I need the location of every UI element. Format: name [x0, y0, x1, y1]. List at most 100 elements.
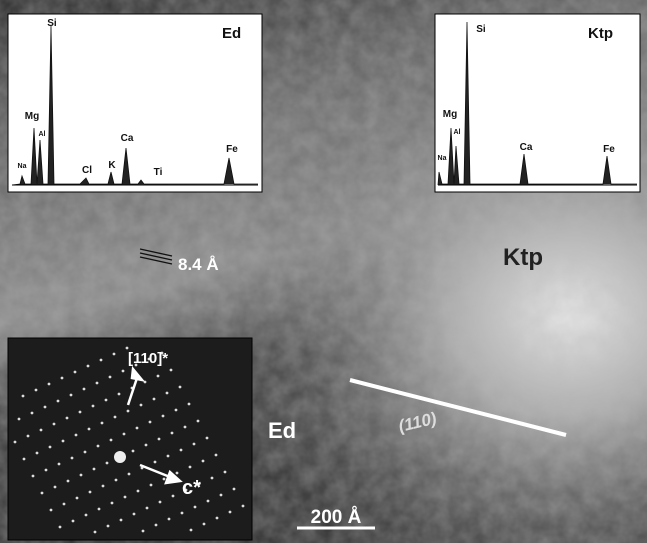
direction-label: [110]*: [128, 350, 168, 367]
diffraction-spot: [84, 451, 87, 454]
peak-label: K: [108, 160, 116, 171]
diffraction-spot: [224, 471, 227, 474]
diffraction-spot: [140, 404, 143, 407]
diffraction-spot: [150, 484, 153, 487]
diffraction-spot: [163, 478, 166, 481]
diffraction-spot: [162, 415, 165, 418]
diffraction-spot: [167, 455, 170, 458]
peak-label: Si: [47, 18, 57, 29]
diffraction-spot: [87, 365, 90, 368]
diffraction-spot: [53, 423, 56, 426]
diffraction-spot: [58, 463, 61, 466]
diffraction-spot: [49, 446, 52, 449]
diffraction-spot: [179, 386, 182, 389]
diffraction-spot: [75, 434, 78, 437]
diffraction-spot: [207, 500, 210, 503]
diffraction-spot: [193, 443, 196, 446]
diffraction-spot: [157, 375, 160, 378]
diffraction-spot: [40, 429, 43, 432]
diffraction-spot: [105, 399, 108, 402]
diffraction-spot: [153, 398, 156, 401]
diffraction-spot: [123, 433, 126, 436]
diffraction-spot: [22, 395, 25, 398]
diffraction-spot: [45, 469, 48, 472]
diffraction-spot: [206, 437, 209, 440]
diffraction-spot: [76, 497, 79, 500]
diffraction-spot: [133, 513, 136, 516]
diffraction-spot: [36, 452, 39, 455]
diffraction-spot: [122, 370, 125, 373]
diffraction-spot: [89, 491, 92, 494]
peak-label: Mg: [443, 109, 457, 120]
peak-label: Na: [438, 155, 447, 162]
diffraction-spot: [220, 494, 223, 497]
diffraction-spot: [31, 412, 34, 415]
diffraction-spot: [229, 511, 232, 514]
peak-label: Na: [18, 163, 27, 170]
diffraction-spot: [71, 457, 74, 460]
diffraction-spot: [92, 405, 95, 408]
diffraction-spot: [70, 394, 73, 397]
diffraction-spot: [159, 501, 162, 504]
diffraction-spot: [172, 495, 175, 498]
diffraction-spot: [63, 503, 66, 506]
diffraction-spot: [23, 458, 26, 461]
diffraction-spot: [79, 411, 82, 414]
diffraction-spot: [94, 531, 97, 534]
inset-label: Ed: [222, 25, 241, 42]
direction-label: c*: [182, 477, 201, 499]
peak-label: Cl: [82, 165, 92, 176]
diffraction-inset: [8, 338, 252, 540]
diffraction-spot: [66, 417, 69, 420]
diffraction-spot: [80, 474, 83, 477]
diffraction-spot: [35, 389, 38, 392]
diffraction-spot: [44, 406, 47, 409]
fringe-label: 8.4 Å: [178, 255, 219, 274]
diffraction-spot: [57, 400, 60, 403]
diffraction-spot: [175, 409, 178, 412]
diffraction-spot: [18, 418, 21, 421]
peak-label: Fe: [603, 144, 615, 155]
diffraction-spot: [50, 509, 53, 512]
diffraction-spot: [67, 480, 70, 483]
diffraction-spot: [149, 421, 152, 424]
diffraction-spot: [132, 450, 135, 453]
peak-label: Si: [476, 24, 486, 35]
diffraction-spot: [171, 432, 174, 435]
diffraction-spot: [93, 468, 96, 471]
diffraction-spot: [242, 505, 245, 508]
diffraction-spot: [127, 410, 130, 413]
diffraction-spot: [168, 518, 171, 521]
peak-label: Al: [39, 131, 46, 138]
diffraction-spot: [181, 512, 184, 515]
diffraction-spot: [54, 486, 57, 489]
diffraction-spot: [176, 472, 179, 475]
diffraction-spot: [61, 377, 64, 380]
diffraction-spot: [109, 376, 112, 379]
diffraction-spot: [180, 449, 183, 452]
diffraction-spot: [170, 369, 173, 372]
diffraction-spot: [233, 488, 236, 491]
diffraction-spot: [203, 523, 206, 526]
diffraction-spot: [59, 526, 62, 529]
diffraction-spot: [14, 441, 17, 444]
diffraction-spot: [118, 393, 121, 396]
diffraction-spot: [158, 438, 161, 441]
phase-label: Ktp: [503, 244, 543, 271]
scale-label: 200 Å: [311, 507, 362, 528]
diffraction-spot: [107, 525, 110, 528]
diffraction-spot: [111, 502, 114, 505]
diffraction-spot: [97, 445, 100, 448]
peak-label: Ca: [121, 133, 134, 144]
diffraction-spot: [189, 466, 192, 469]
diffraction-spot: [142, 530, 145, 533]
diffraction-spot: [41, 492, 44, 495]
diffraction-spot: [88, 428, 91, 431]
diffraction-spot: [137, 490, 140, 493]
peak-label: Ti: [154, 167, 163, 178]
diffraction-spot: [72, 520, 75, 523]
diffraction-spot: [101, 422, 104, 425]
eds-inset-ed: Ed Si Mg Al Na Cl K Ca Ti Fe: [8, 14, 262, 192]
diffraction-spot: [27, 435, 30, 438]
peak-label: Al: [454, 129, 461, 136]
